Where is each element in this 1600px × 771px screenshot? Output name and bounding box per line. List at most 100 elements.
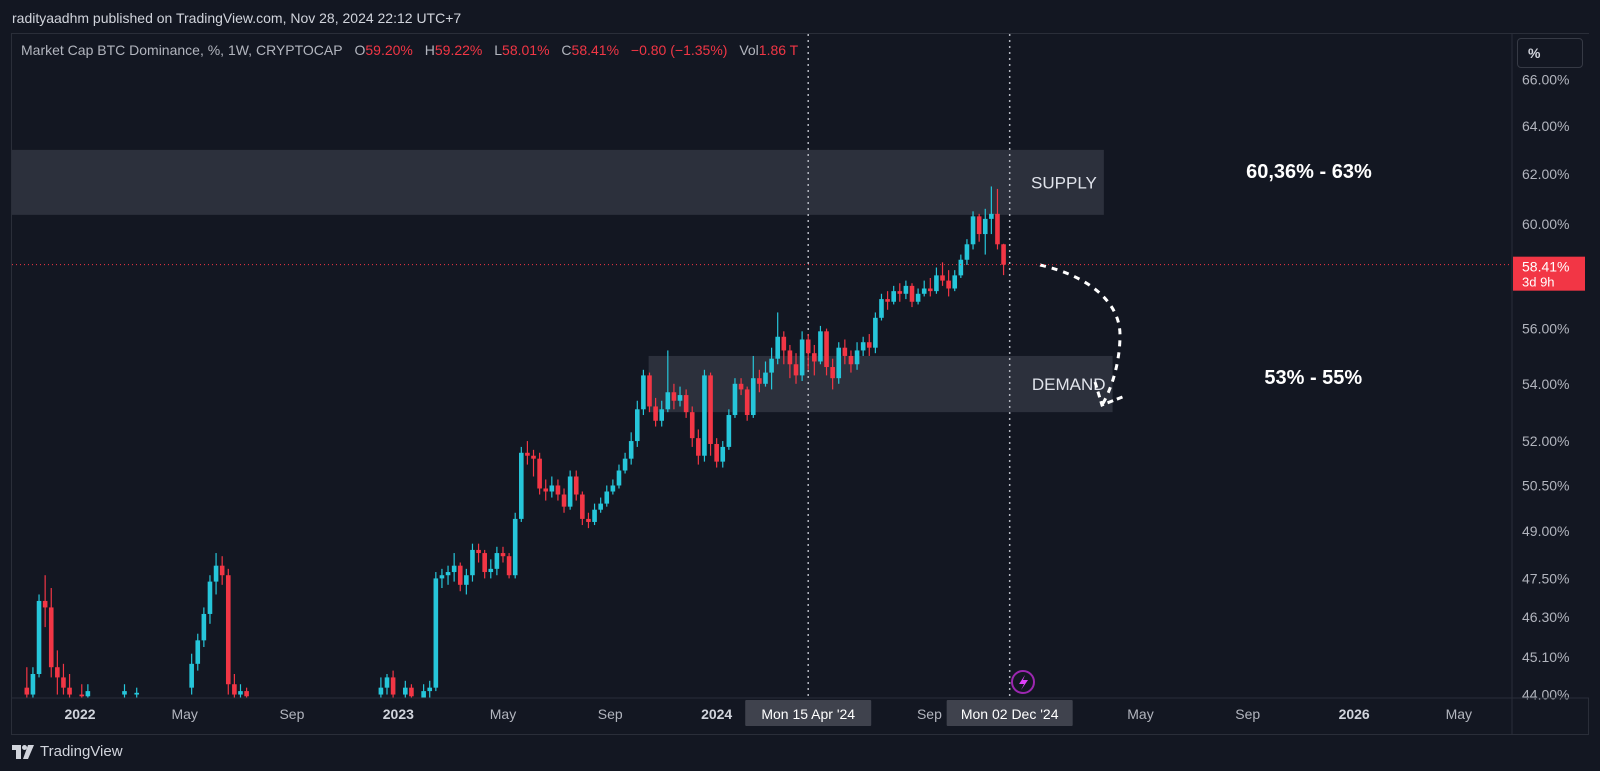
close-label: C	[561, 42, 572, 58]
marker-label-bg	[946, 700, 1073, 726]
candle	[512, 512, 518, 579]
candle	[525, 441, 530, 465]
candle	[989, 186, 994, 235]
candle	[946, 270, 951, 297]
candle	[61, 663, 66, 695]
candle-body	[757, 378, 762, 384]
open-value: 59.20%	[365, 42, 413, 58]
candle-body	[61, 677, 66, 688]
candle-body	[1001, 244, 1006, 265]
candle	[928, 277, 933, 297]
candle	[677, 386, 683, 407]
candle	[464, 568, 469, 595]
candle	[421, 684, 426, 698]
candle	[958, 254, 964, 278]
candle	[378, 677, 384, 698]
candle	[409, 684, 414, 698]
candle-body	[775, 336, 780, 359]
candles-layer	[24, 186, 1006, 698]
candle	[671, 383, 677, 410]
candle	[122, 684, 127, 698]
candle-body	[824, 331, 829, 368]
candle-body	[793, 364, 799, 376]
candle	[793, 353, 799, 384]
vol-label: Vol	[739, 42, 759, 58]
candle-body	[604, 491, 610, 504]
percent-scale-button[interactable]: %	[1517, 38, 1583, 68]
zone-supply	[12, 149, 1104, 215]
candle-body	[750, 378, 756, 416]
candle	[189, 653, 194, 695]
candle-body	[439, 575, 445, 579]
candle	[494, 546, 500, 576]
candle-body	[195, 640, 201, 664]
tradingview-logo[interactable]: TradingView	[12, 743, 123, 760]
y-tick-label: 62.00%	[1522, 166, 1569, 182]
candle	[488, 559, 494, 579]
candle	[445, 565, 451, 585]
candle	[665, 350, 671, 413]
candle-body	[232, 684, 237, 695]
y-tick-label: 50.50%	[1522, 477, 1569, 493]
candle	[500, 546, 506, 563]
candle-body	[134, 692, 140, 695]
candle	[757, 369, 762, 393]
candle	[689, 406, 695, 447]
candle	[561, 488, 567, 513]
candle-body	[122, 691, 127, 695]
candle	[232, 673, 237, 698]
event-icon[interactable]	[1011, 670, 1035, 694]
candle-body	[891, 291, 896, 302]
marker-label-0: Mon 15 Apr '24	[745, 700, 872, 726]
candle	[390, 670, 396, 698]
candle-body	[586, 518, 591, 522]
marker-labels-layer: Mon 15 Apr '24 Mon 02 Dec '24	[745, 700, 1073, 726]
candle	[952, 270, 958, 292]
candle	[995, 188, 1000, 250]
y-axis-bg	[1512, 34, 1589, 698]
candle	[921, 280, 927, 297]
price-badge-countdown: 3d 9h	[1522, 275, 1555, 290]
candle-body	[67, 687, 72, 695]
candle-body	[543, 488, 549, 492]
candle	[79, 684, 85, 698]
candle	[818, 325, 823, 365]
candle-body	[738, 383, 744, 390]
y-tick-label: 45.10%	[1522, 649, 1569, 665]
candle-body	[958, 259, 964, 276]
candle-body	[982, 218, 988, 235]
candle-body	[616, 470, 622, 486]
annotation-layer	[1039, 263, 1126, 407]
candle-body	[598, 503, 603, 510]
candle	[812, 344, 817, 376]
tradingview-brand: TradingView	[40, 743, 123, 760]
candle-body	[989, 213, 994, 219]
candle	[85, 684, 91, 698]
open-label: O	[354, 42, 366, 58]
zone-range-demand: 53% - 55%	[1264, 367, 1362, 389]
candle	[531, 449, 536, 477]
candle-body	[671, 392, 677, 401]
candle	[860, 336, 866, 356]
candle-body	[995, 213, 1000, 245]
candle	[201, 607, 207, 648]
candle	[598, 497, 603, 513]
candle	[696, 429, 701, 465]
candle-body	[818, 331, 823, 362]
zone-label-demand: DEMAND	[1032, 375, 1106, 394]
candle-body	[702, 375, 707, 456]
candle-body	[85, 691, 91, 697]
candle	[610, 479, 616, 495]
candle	[213, 553, 219, 595]
candle	[470, 543, 475, 582]
candle-body	[976, 216, 982, 235]
candle-body	[805, 339, 811, 354]
candle	[866, 334, 872, 356]
candle	[628, 432, 634, 465]
y-tick-label: 52.00%	[1522, 433, 1569, 449]
candle	[476, 543, 481, 563]
x-tick-label: 2023	[383, 706, 414, 722]
candle	[451, 553, 457, 582]
candle	[580, 491, 585, 526]
